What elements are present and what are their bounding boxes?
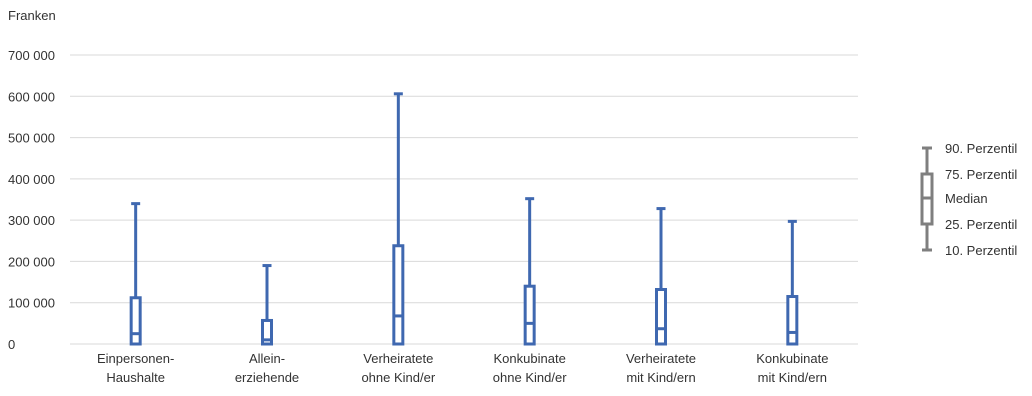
y-tick-label: 600 000 (8, 89, 55, 104)
x-category-label-line1: Verheiratete (626, 351, 696, 366)
x-category-label-line1: Konkubinate (494, 351, 566, 366)
x-category-label-line2: ohne Kind/er (493, 370, 567, 385)
x-category-label-line1: Allein- (249, 351, 285, 366)
box-iqr (129, 296, 142, 346)
box-group (129, 202, 142, 346)
legend: 90. Perzentil 75. Perzentil Median 25. Perz… (920, 141, 1017, 258)
x-category-label-line2: mit Kind/ern (758, 370, 827, 385)
y-unit-label: Franken (8, 8, 56, 23)
x-category-label-line2: Haushalte (106, 370, 165, 385)
box-group (261, 264, 273, 346)
box-iqr (261, 318, 273, 346)
y-tick-label: 400 000 (8, 172, 55, 187)
legend-label-median: Median (945, 191, 988, 206)
box-iqr (392, 244, 405, 346)
x-category-labels: Einpersonen- Haushalte Allein-erziehende Ve… (97, 351, 828, 385)
x-category-label-line1: Konkubinate (756, 351, 828, 366)
x-category-label-line2: mit Kind/ern (626, 370, 695, 385)
gridlines (70, 54, 858, 345)
box-group (655, 207, 667, 346)
y-tick-label: 300 000 (8, 213, 55, 228)
legend-label-p25: 25. Perzentil (945, 217, 1017, 232)
y-tick-label: 200 000 (8, 254, 55, 269)
y-tick-label: 100 000 (8, 296, 55, 311)
legend-label-p10: 10. Perzentil (945, 243, 1017, 258)
box-iqr (786, 295, 799, 346)
y-tick-label: 700 000 (8, 48, 55, 63)
x-category-label-line2: erziehende (235, 370, 299, 385)
y-tick-labels: 700 000 600 000 500 000 400 000 300 000 200 0… (8, 48, 55, 352)
x-category-label-line1: Verheiratete (363, 351, 433, 366)
y-tick-label: 0 (8, 337, 15, 352)
y-tick-label: 500 000 (8, 131, 55, 146)
x-category-label-line1: Einpersonen- (97, 351, 174, 366)
box-iqr (655, 288, 667, 346)
boxes (129, 92, 799, 346)
legend-label-p75: 75. Perzentil (945, 167, 1017, 182)
box-group (392, 92, 405, 346)
legend-label-p90: 90. Perzentil (945, 141, 1017, 156)
box-group (786, 219, 799, 346)
x-category-label-line2: ohne Kind/er (361, 370, 435, 385)
box-iqr (523, 284, 536, 346)
box-group (523, 197, 536, 346)
